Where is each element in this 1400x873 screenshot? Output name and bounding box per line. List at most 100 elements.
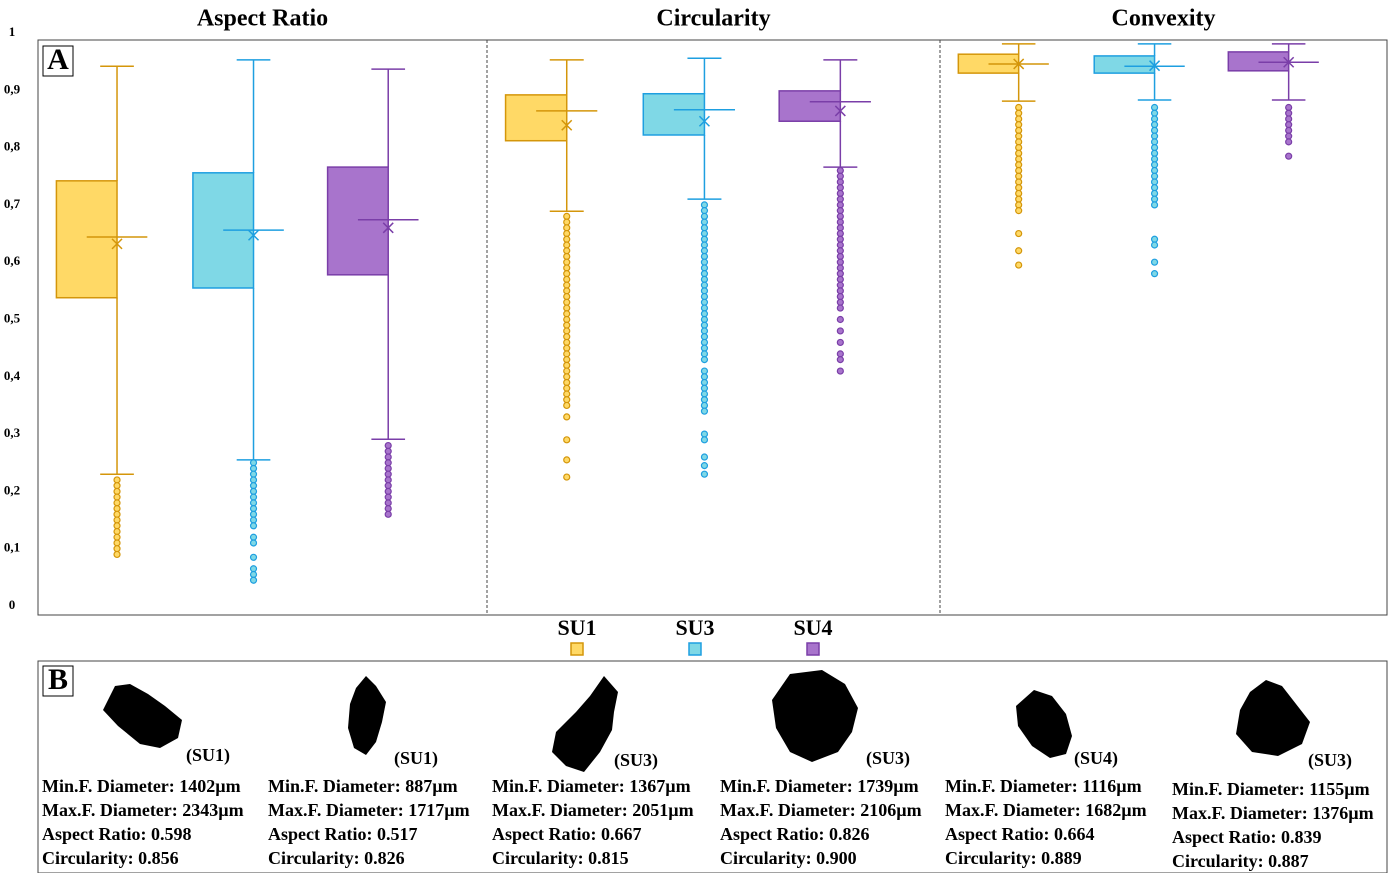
box bbox=[779, 91, 840, 121]
legend-label: SU3 bbox=[675, 615, 714, 640]
y-tick-label: 0,7 bbox=[4, 196, 21, 211]
outlier bbox=[564, 345, 570, 351]
particle-info: Aspect Ratio: 0.517 bbox=[268, 824, 417, 844]
particle-info: Min.F. Diameter: 1116µm bbox=[945, 776, 1142, 796]
outlier bbox=[251, 577, 257, 583]
outlier bbox=[1016, 110, 1022, 116]
outlier bbox=[837, 179, 843, 185]
outlier bbox=[837, 213, 843, 219]
particle-info: Aspect Ratio: 0.839 bbox=[1172, 827, 1321, 847]
outlier bbox=[837, 276, 843, 282]
box bbox=[643, 94, 704, 135]
outlier bbox=[837, 294, 843, 300]
outlier bbox=[701, 328, 707, 334]
outlier bbox=[1016, 185, 1022, 191]
outlier bbox=[1016, 156, 1022, 162]
outlier bbox=[564, 351, 570, 357]
outlier bbox=[837, 219, 843, 225]
outlier bbox=[251, 540, 257, 546]
outlier bbox=[1152, 242, 1158, 248]
outlier bbox=[385, 471, 391, 477]
particle-info: Circularity: 0.856 bbox=[42, 848, 179, 868]
outlier bbox=[564, 385, 570, 391]
outlier bbox=[1016, 179, 1022, 185]
outlier bbox=[837, 168, 843, 174]
outlier bbox=[1016, 202, 1022, 208]
outlier bbox=[251, 500, 257, 506]
outlier bbox=[385, 506, 391, 512]
outlier bbox=[837, 225, 843, 231]
outlier bbox=[701, 408, 707, 414]
outlier bbox=[837, 328, 843, 334]
outlier bbox=[251, 566, 257, 572]
outlier bbox=[564, 457, 570, 463]
outlier bbox=[1286, 116, 1292, 122]
outlier bbox=[564, 311, 570, 317]
outlier bbox=[837, 299, 843, 305]
outlier bbox=[701, 208, 707, 214]
outlier bbox=[701, 402, 707, 408]
outlier bbox=[114, 523, 120, 529]
legend-label: SU1 bbox=[557, 615, 596, 640]
y-tick-label: 0,8 bbox=[4, 139, 21, 154]
outlier bbox=[114, 477, 120, 483]
outlier bbox=[251, 488, 257, 494]
outlier bbox=[1152, 127, 1158, 133]
particle-info: Min.F. Diameter: 1402µm bbox=[42, 776, 241, 796]
outlier bbox=[564, 339, 570, 345]
outlier bbox=[564, 317, 570, 323]
outlier bbox=[837, 357, 843, 363]
outlier bbox=[1016, 196, 1022, 202]
particle-shapes bbox=[103, 670, 1310, 772]
outlier bbox=[114, 506, 120, 512]
outlier bbox=[837, 282, 843, 288]
particle-info: Circularity: 0.826 bbox=[268, 848, 405, 868]
outlier bbox=[564, 305, 570, 311]
particle-info: Circularity: 0.900 bbox=[720, 848, 857, 868]
outlier bbox=[564, 299, 570, 305]
outlier bbox=[1152, 139, 1158, 145]
outlier bbox=[837, 351, 843, 357]
outlier bbox=[385, 465, 391, 471]
outlier bbox=[1286, 104, 1292, 110]
outlier bbox=[837, 339, 843, 345]
y-tick-label: 0,3 bbox=[4, 425, 21, 440]
outlier bbox=[837, 259, 843, 265]
outlier bbox=[564, 362, 570, 368]
outlier bbox=[701, 368, 707, 374]
particle-tag: (SU3) bbox=[614, 750, 658, 771]
outlier bbox=[701, 219, 707, 225]
outlier bbox=[1152, 168, 1158, 174]
outlier bbox=[1152, 185, 1158, 191]
y-tick-label: 0,5 bbox=[4, 310, 21, 325]
panel-label: B bbox=[48, 663, 68, 696]
outlier bbox=[564, 236, 570, 242]
outlier bbox=[1152, 156, 1158, 162]
outlier bbox=[701, 288, 707, 294]
outlier bbox=[701, 431, 707, 437]
outlier bbox=[385, 443, 391, 449]
particle-tag: (SU4) bbox=[1074, 748, 1118, 769]
outlier bbox=[1152, 179, 1158, 185]
outlier bbox=[385, 448, 391, 454]
particle-silhouette bbox=[1236, 680, 1310, 756]
outlier bbox=[385, 494, 391, 500]
outlier bbox=[701, 357, 707, 363]
outlier bbox=[837, 271, 843, 277]
outlier bbox=[1152, 190, 1158, 196]
outlier bbox=[114, 488, 120, 494]
outlier bbox=[385, 483, 391, 489]
outlier bbox=[564, 253, 570, 259]
outlier bbox=[114, 551, 120, 557]
particle-info: Min.F. Diameter: 1155µm bbox=[1172, 779, 1370, 799]
outlier bbox=[564, 265, 570, 271]
outlier bbox=[1016, 127, 1022, 133]
outlier bbox=[251, 571, 257, 577]
outlier bbox=[1286, 127, 1292, 133]
outlier bbox=[701, 380, 707, 386]
outlier bbox=[837, 196, 843, 202]
outlier bbox=[564, 231, 570, 237]
outlier bbox=[385, 460, 391, 466]
outlier bbox=[701, 259, 707, 265]
outlier bbox=[701, 248, 707, 254]
